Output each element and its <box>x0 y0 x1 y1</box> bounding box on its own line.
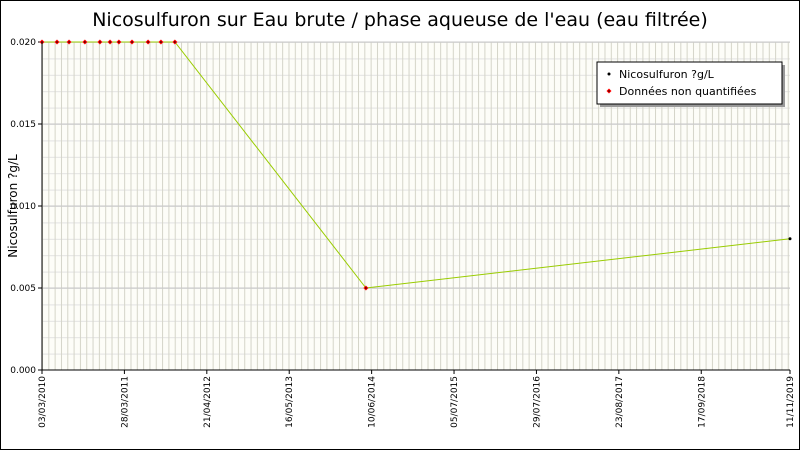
y-tick-label: 0.005 <box>10 284 36 294</box>
x-tick-label: 28/03/2011 <box>120 376 130 428</box>
x-tick-label: 03/03/2010 <box>38 376 48 428</box>
legend <box>596 61 783 105</box>
point-center <box>99 41 101 43</box>
point-center <box>147 41 149 43</box>
chart-title: Nicosulfuron sur Eau brute / phase aqueu… <box>92 9 708 31</box>
y-axis-label: Nicosulfuron ?g/L <box>6 154 20 258</box>
x-tick-label: 05/07/2015 <box>450 376 460 428</box>
point-center <box>118 41 120 43</box>
legend-label: Nicosulfuron ?g/L <box>619 68 715 81</box>
point-center <box>174 41 176 43</box>
x-tick-label: 11/11/2019 <box>786 376 796 428</box>
point-center <box>365 287 367 289</box>
point-center <box>84 41 86 43</box>
point <box>788 237 792 241</box>
x-tick-label: 17/09/2018 <box>697 376 707 428</box>
legend-label: Données non quantifiées <box>619 85 757 98</box>
point-center <box>109 41 111 43</box>
legend-marker <box>607 72 611 76</box>
point-center <box>68 41 70 43</box>
point-center <box>160 41 162 43</box>
y-tick-label: 0.010 <box>10 202 36 212</box>
legend-marker-center <box>608 90 610 92</box>
x-tick-label: 16/05/2013 <box>285 376 295 428</box>
point-center <box>56 41 58 43</box>
point-center <box>131 41 133 43</box>
plot: 0.000 0.005 0.010 0.015 0.020 03/03/2010 28/03… <box>10 38 796 428</box>
y-tick-label: 0.015 <box>10 120 36 130</box>
x-tick-label: 23/08/2017 <box>615 376 625 428</box>
y-tick-label: 0.000 <box>10 366 36 376</box>
y-tick-label: 0.020 <box>10 38 36 48</box>
x-tick-label: 29/07/2016 <box>532 376 542 428</box>
x-tick-label: 21/04/2012 <box>203 376 213 428</box>
x-tick-label: 10/06/2014 <box>368 376 378 428</box>
